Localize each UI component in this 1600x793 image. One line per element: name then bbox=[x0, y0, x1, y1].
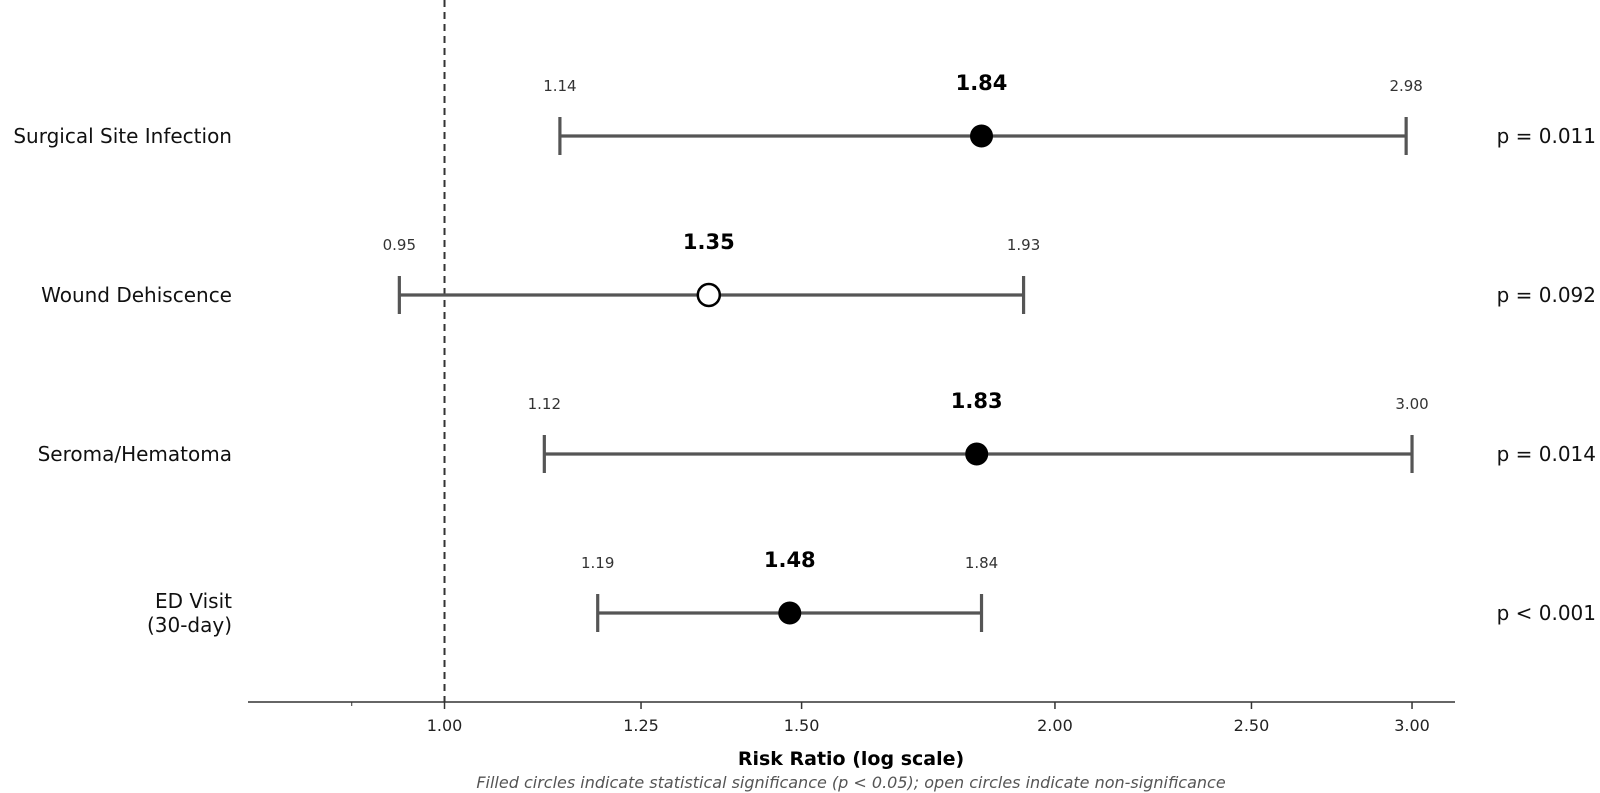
ci-high-label: 3.00 bbox=[1395, 395, 1428, 413]
p-value-label: p = 0.014 bbox=[1497, 442, 1596, 466]
p-value-label: p < 0.001 bbox=[1497, 601, 1596, 625]
category-label: ED Visit bbox=[155, 589, 232, 613]
ci-low-label: 0.95 bbox=[383, 236, 416, 254]
ci-high-label: 1.93 bbox=[1007, 236, 1040, 254]
forest-row: ED Visit(30-day) 1.19 1.84 1.48 p < 0.001 bbox=[147, 548, 1596, 637]
category-label: Surgical Site Infection bbox=[13, 124, 232, 148]
x-tick-label: 2.50 bbox=[1234, 716, 1270, 735]
estimate-marker bbox=[970, 124, 994, 148]
estimate-label: 1.84 bbox=[956, 71, 1008, 95]
forest-row: Surgical Site Infection 1.14 2.98 1.84 p = 0… bbox=[13, 71, 1596, 155]
x-tick-label: 1.50 bbox=[784, 716, 820, 735]
x-tick-label: 1.00 bbox=[427, 716, 463, 735]
category-label: (30-day) bbox=[147, 613, 232, 637]
estimate-label: 1.48 bbox=[764, 548, 816, 572]
estimate-marker bbox=[696, 282, 722, 308]
ci-low-label: 1.14 bbox=[543, 77, 576, 95]
p-value-label: p = 0.092 bbox=[1497, 283, 1596, 307]
forest-row: Seroma/Hematoma 1.12 3.00 1.83 p = 0.014 bbox=[38, 389, 1596, 473]
estimate-label: 1.35 bbox=[683, 230, 735, 254]
footnote: Filled circles indicate statistical sign… bbox=[476, 773, 1225, 792]
ci-high-label: 2.98 bbox=[1389, 77, 1422, 95]
x-tick-label: 2.00 bbox=[1037, 716, 1073, 735]
estimate-label: 1.83 bbox=[951, 389, 1003, 413]
category-label: Wound Dehiscence bbox=[41, 283, 232, 307]
ci-low-label: 1.19 bbox=[581, 554, 614, 572]
ci-low-label: 1.12 bbox=[528, 395, 561, 413]
estimate-marker bbox=[778, 601, 802, 625]
x-tick-label: 3.00 bbox=[1394, 716, 1430, 735]
forest-row: Wound Dehiscence 0.95 1.93 1.35 p = 0.092 bbox=[41, 230, 1596, 314]
category-label: Seroma/Hematoma bbox=[38, 442, 232, 466]
estimate-marker bbox=[965, 442, 989, 466]
x-tick-label: 1.25 bbox=[623, 716, 659, 735]
x-axis-title: Risk Ratio (log scale) bbox=[738, 748, 964, 770]
ci-high-label: 1.84 bbox=[965, 554, 998, 572]
p-value-label: p = 0.011 bbox=[1497, 124, 1596, 148]
